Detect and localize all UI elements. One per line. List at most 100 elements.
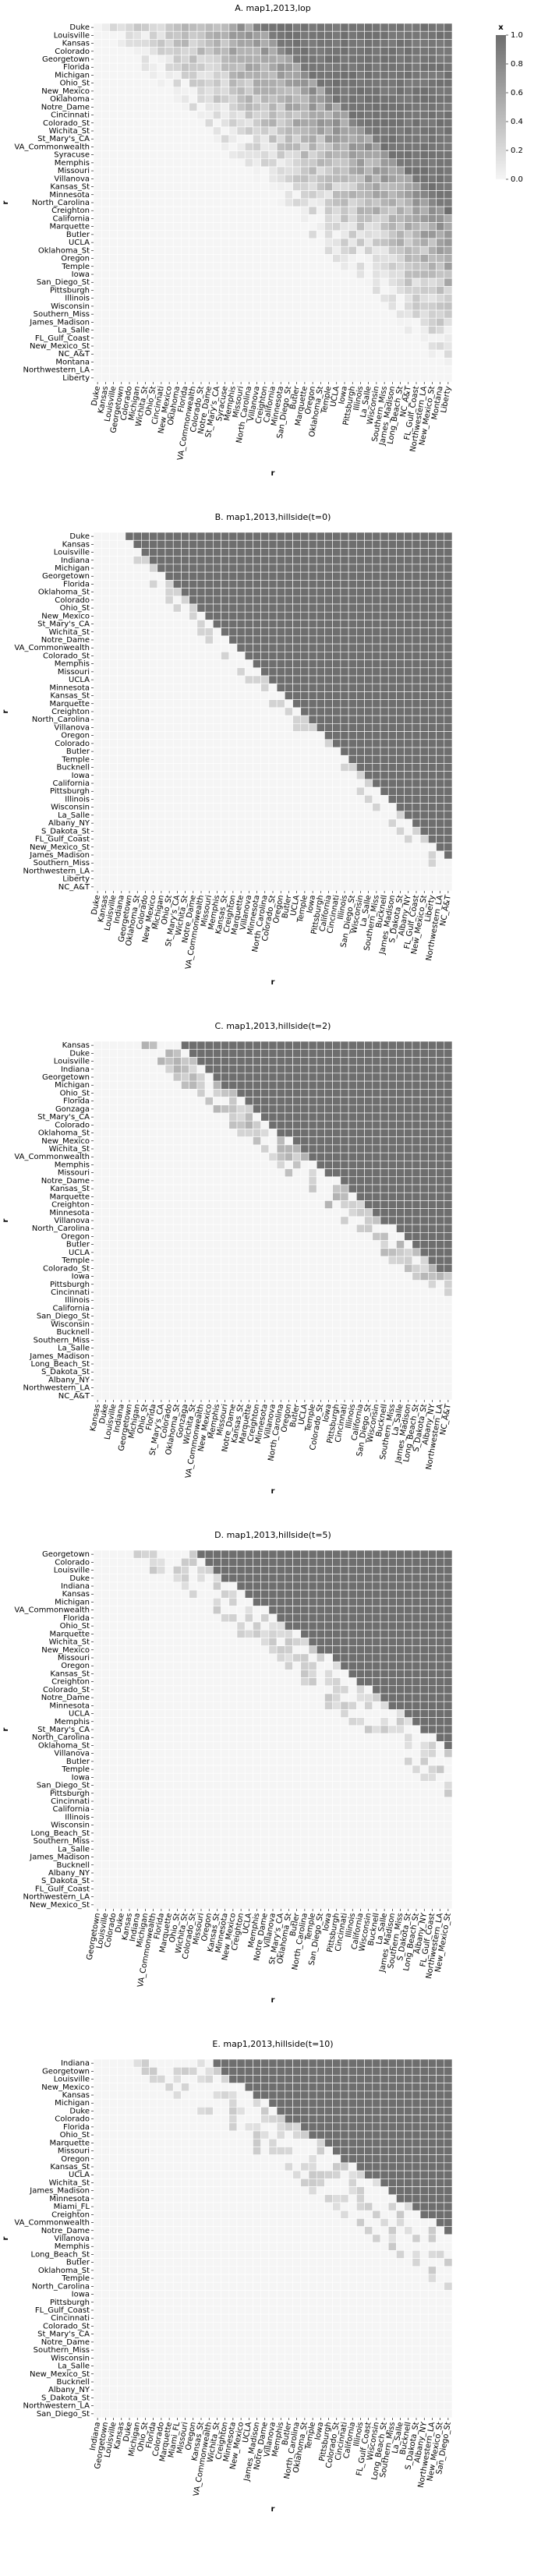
- heatmap-cell: [404, 564, 413, 573]
- heatmap-cell: [387, 254, 397, 263]
- heatmap-cell: [404, 326, 413, 334]
- heatmap-cell: [260, 532, 270, 541]
- heatmap-cell: [228, 246, 238, 255]
- heatmap-cell: [221, 539, 230, 549]
- heatmap-cell: [316, 79, 325, 88]
- heatmap-cell: [332, 294, 341, 303]
- y-tick-label: Memphis: [55, 660, 90, 669]
- heatmap-cell: [364, 47, 373, 56]
- heatmap-cell: [253, 302, 261, 311]
- heatmap-cell: [125, 94, 134, 104]
- heatmap-cell: [253, 826, 261, 836]
- heatmap-cell: [419, 94, 429, 104]
- heatmap-cell: [387, 858, 397, 868]
- heatmap-cell: [253, 707, 261, 716]
- heatmap-cell: [181, 206, 189, 215]
- colorbar: [496, 35, 506, 179]
- heatmap-cell: [292, 635, 302, 645]
- heatmap-cell: [93, 771, 102, 780]
- heatmap-cell: [172, 826, 182, 836]
- heatmap-cell: [221, 174, 230, 183]
- heatmap-cell: [141, 1129, 150, 1137]
- heatmap-cell: [133, 190, 142, 200]
- heatmap-cell: [157, 222, 166, 231]
- heatmap-cell: [125, 723, 134, 732]
- heatmap-cell: [117, 771, 126, 780]
- heatmap-cell: [260, 818, 270, 828]
- heatmap-cell: [340, 341, 349, 351]
- heatmap-cell: [117, 341, 126, 351]
- heatmap-cell: [285, 238, 293, 247]
- heatmap-cell: [117, 118, 126, 128]
- heatmap-cell: [213, 294, 221, 303]
- heatmap-cell: [244, 366, 253, 375]
- heatmap-cell: [419, 556, 429, 565]
- heatmap-cell: [244, 580, 253, 588]
- heatmap-cell: [125, 611, 134, 620]
- heatmap-cell: [125, 675, 134, 684]
- heatmap-cell: [387, 334, 397, 343]
- heatmap-cell: [444, 1048, 453, 1058]
- heatmap-cell: [213, 699, 221, 708]
- heatmap-cell: [444, 71, 453, 80]
- heatmap-cell: [316, 39, 325, 48]
- heatmap-cell: [196, 182, 206, 191]
- heatmap-cell: [332, 643, 341, 652]
- heatmap-cell: [260, 643, 270, 652]
- heatmap-cell: [292, 556, 302, 565]
- heatmap-cell: [133, 30, 142, 40]
- heatmap-cell: [213, 358, 221, 366]
- heatmap-cell: [196, 1112, 206, 1122]
- heatmap-cell: [125, 206, 134, 215]
- heatmap-cell: [348, 882, 357, 892]
- heatmap-cell: [149, 850, 158, 860]
- heatmap-cell: [348, 675, 357, 684]
- heatmap-cell: [189, 150, 198, 160]
- heatmap-cell: [276, 341, 285, 351]
- heatmap-cell: [101, 1120, 110, 1129]
- heatmap-cell: [253, 867, 261, 875]
- heatmap-cell: [276, 683, 285, 692]
- heatmap-cell: [387, 198, 397, 207]
- heatmap-cell: [372, 143, 381, 151]
- heatmap-cell: [101, 238, 110, 247]
- heatmap-cell: [356, 595, 365, 605]
- heatmap-cell: [276, 843, 285, 852]
- heatmap-cell: [332, 23, 341, 32]
- heatmap-cell: [268, 659, 278, 669]
- heatmap-cell: [228, 1065, 238, 1074]
- heatmap-cell: [260, 190, 270, 200]
- heatmap-cell: [125, 715, 134, 724]
- heatmap-cell: [189, 539, 198, 549]
- heatmap-cell: [253, 652, 261, 660]
- heatmap-cell: [133, 691, 142, 700]
- heatmap-cell: [125, 786, 134, 796]
- heatmap-cell: [244, 850, 253, 860]
- heatmap-cell: [133, 611, 142, 620]
- heatmap-cell: [236, 326, 246, 334]
- heatmap-cell: [141, 1048, 150, 1058]
- heatmap-cell: [300, 39, 309, 48]
- heatmap-cell: [444, 87, 453, 96]
- heatmap-cell: [332, 349, 341, 359]
- heatmap-cell: [149, 580, 158, 588]
- heatmap-cell: [404, 166, 413, 175]
- heatmap-cell: [253, 1072, 261, 1082]
- heatmap-cell: [428, 198, 437, 207]
- heatmap-cell: [93, 643, 102, 652]
- heatmap-cell: [419, 715, 429, 724]
- heatmap-cell: [348, 595, 357, 605]
- heatmap-cell: [356, 317, 365, 327]
- heatmap-cell: [189, 317, 198, 327]
- heatmap-cell: [419, 254, 429, 263]
- colorbar-tick-label: 0.2: [511, 147, 523, 155]
- heatmap-cell: [412, 1104, 421, 1114]
- heatmap-cell: [117, 691, 126, 700]
- heatmap-cell: [268, 539, 278, 549]
- heatmap-cell: [260, 779, 270, 788]
- heatmap-cell: [141, 763, 150, 772]
- heatmap-cell: [316, 302, 325, 311]
- heatmap-cell: [316, 246, 325, 255]
- heatmap-cell: [164, 94, 174, 104]
- heatmap-cell: [204, 715, 214, 724]
